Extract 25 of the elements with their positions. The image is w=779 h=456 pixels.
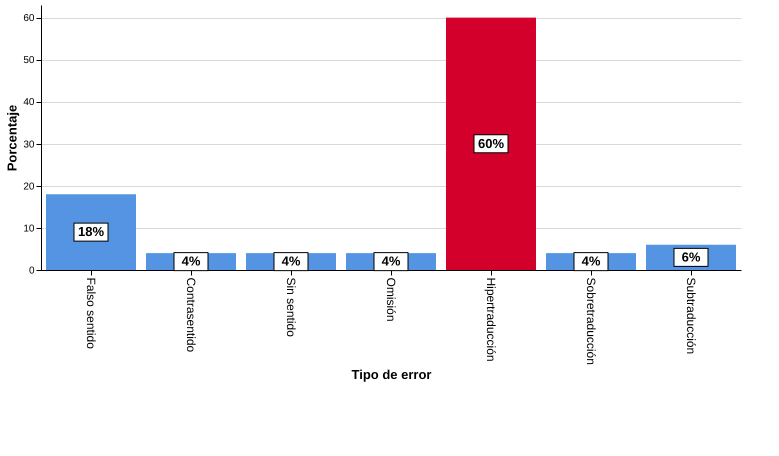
data-label: 4% (282, 254, 301, 269)
x-tick-label: Subtraducción (684, 278, 698, 354)
data-label: 18% (78, 224, 104, 240)
x-tick-label: Hipertraducción (484, 278, 498, 362)
x-tick-label: Falso sentido (84, 278, 98, 350)
y-tick-label: 0 (28, 266, 35, 276)
data-label: 4% (382, 254, 401, 269)
bar (446, 18, 536, 270)
x-tick-label: Contrasentido (184, 278, 198, 353)
y-tick-label: 60 (23, 13, 35, 24)
x-tick-label: Sobretraducción (584, 278, 598, 365)
x-tick-label: Omisión (384, 278, 398, 322)
y-tick-label: 20 (23, 181, 35, 192)
data-label: 4% (582, 254, 601, 269)
x-tick-label: Sin sentido (284, 278, 298, 338)
y-tick-label: 30 (23, 139, 35, 150)
data-label: 4% (182, 254, 201, 269)
y-tick-label: 50 (23, 55, 35, 66)
bar (46, 194, 136, 270)
data-label: 60% (478, 136, 504, 151)
data-label: 6% (682, 249, 701, 264)
y-tick-label: 40 (23, 97, 35, 108)
x-axis-title: Tipo de error (352, 366, 432, 382)
y-axis-title: Porcentaje (4, 104, 20, 172)
y-tick-label: 10 (23, 223, 35, 234)
